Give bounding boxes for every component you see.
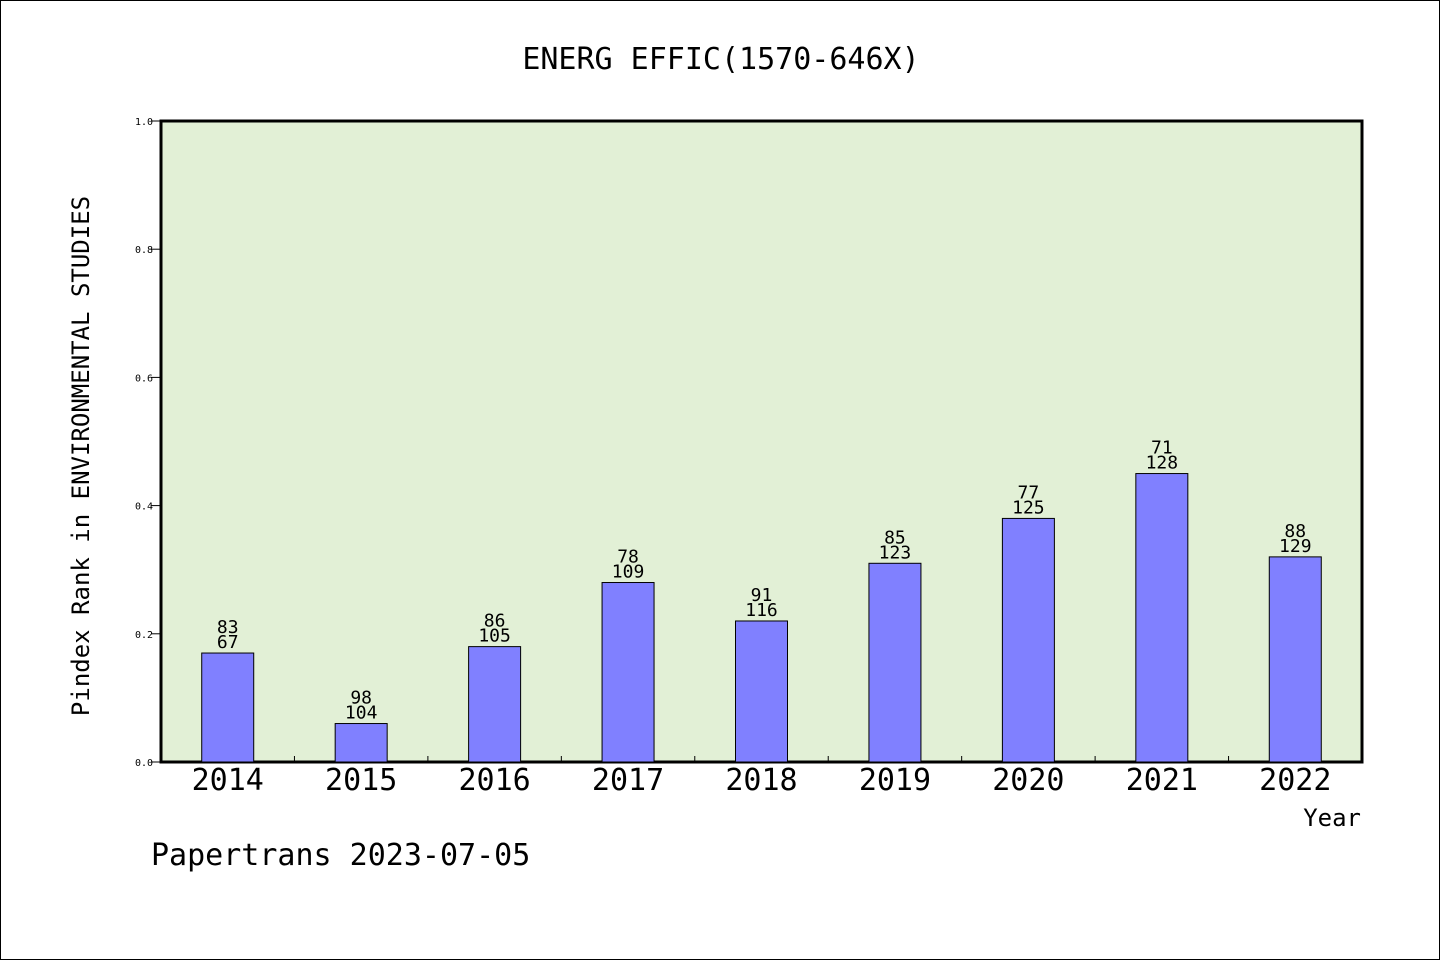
x-tick-label: 2014: [192, 763, 264, 798]
y-tick-label: 0.0: [135, 758, 153, 769]
footer-text: Papertrans 2023-07-05: [151, 838, 530, 873]
data-label-bottom: 67: [217, 632, 239, 653]
bar: [601, 582, 655, 763]
data-label-top: 85: [884, 527, 906, 548]
y-axis-label: Pindex Rank in ENVIRONMENTAL STUDIES: [67, 196, 95, 716]
y-tick-label: 0.6: [135, 373, 153, 384]
bar: [201, 652, 255, 763]
bar: [468, 646, 522, 763]
data-label-bottom: 116: [745, 600, 778, 621]
x-tick-label: 2019: [859, 763, 931, 798]
data-label-bottom: 123: [879, 542, 912, 563]
bar: [1135, 473, 1189, 763]
x-tick-label: 2018: [725, 763, 797, 798]
chart-title: ENERG EFFIC(1570-646X): [522, 42, 919, 77]
data-label-bottom: 104: [345, 703, 378, 724]
data-label-bottom: 128: [1146, 453, 1179, 474]
data-label-top: 78: [617, 547, 639, 568]
y-axis: 0.0 0.2 0.4 0.6 0.8 1.0: [135, 117, 161, 769]
bar: [334, 723, 388, 763]
bar-series: [201, 473, 1322, 763]
data-label-bottom: 109: [612, 562, 645, 583]
y-tick-label: 0.8: [135, 245, 153, 256]
data-label-top: 77: [1018, 482, 1040, 503]
data-label-top: 86: [484, 611, 506, 632]
x-tick-label: 2015: [325, 763, 397, 798]
y-tick-label: 0.4: [135, 502, 153, 513]
data-label-top: 88: [1284, 521, 1306, 542]
data-label-top: 91: [751, 585, 773, 606]
x-axis-label: Year: [1303, 804, 1361, 832]
x-tick-label: 2016: [458, 763, 530, 798]
x-tick-label: 2020: [992, 763, 1064, 798]
data-label-bottom: 125: [1012, 497, 1045, 518]
x-tick-label: 2017: [592, 763, 664, 798]
x-tick-label: 2022: [1259, 763, 1331, 798]
bar: [1001, 517, 1055, 763]
data-label-top: 83: [217, 617, 239, 638]
data-label-bottom: 129: [1279, 536, 1312, 557]
x-axis: 2014 2015 2016 2017 2018 2019 2020 2021 2022: [192, 756, 1331, 798]
data-label-top: 71: [1151, 438, 1173, 459]
bar: [735, 620, 788, 763]
data-label-bottom: 105: [478, 626, 511, 647]
data-label-top: 98: [350, 688, 372, 709]
x-tick-label: 2021: [1126, 763, 1198, 798]
y-tick-label: 0.2: [135, 630, 153, 641]
y-tick-label: 1.0: [135, 117, 153, 128]
bar: [1268, 556, 1322, 763]
bar: [868, 562, 922, 763]
